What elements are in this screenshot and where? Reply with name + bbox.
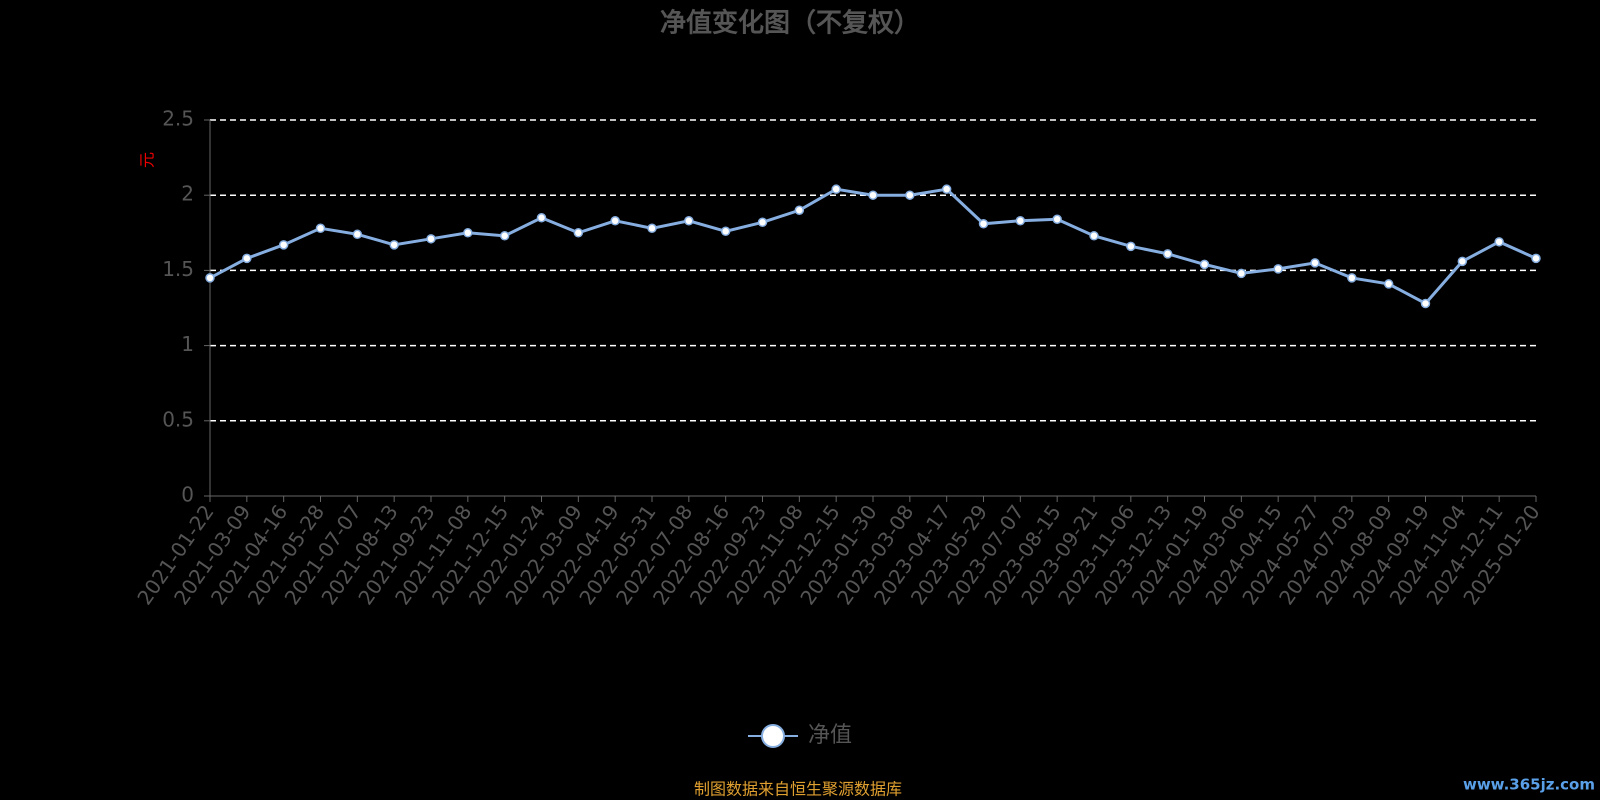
data-point xyxy=(463,228,473,238)
data-point xyxy=(352,229,363,240)
y-tick-label: 1.5 xyxy=(162,257,194,281)
y-tick-label: 2 xyxy=(181,182,194,206)
y-tick-label: 2.5 xyxy=(162,107,194,131)
data-point xyxy=(1236,268,1247,279)
data-point xyxy=(1199,259,1210,270)
data-point xyxy=(978,219,989,229)
chart-title: 净值变化图（不复权） xyxy=(660,8,920,39)
data-point xyxy=(1052,214,1062,225)
y-tick-label: 0.5 xyxy=(162,407,194,431)
data-point xyxy=(794,205,805,215)
data-point xyxy=(868,190,878,200)
data-point xyxy=(426,234,436,244)
y-tick-label: 0 xyxy=(181,483,194,507)
data-point xyxy=(1347,273,1357,283)
data-point xyxy=(905,190,915,200)
data-point xyxy=(205,273,215,283)
data-point xyxy=(1162,249,1173,259)
data-point xyxy=(1126,241,1136,252)
data-point xyxy=(389,240,399,250)
y-tick-label: 1 xyxy=(181,332,194,356)
legend-marker xyxy=(761,724,785,748)
data-point xyxy=(1015,216,1026,226)
data-point xyxy=(1531,253,1541,264)
data-point xyxy=(1310,258,1320,268)
legend-label: 净值 xyxy=(808,723,852,748)
data-point xyxy=(536,213,547,223)
data-point xyxy=(1273,264,1283,274)
data-point xyxy=(757,217,768,228)
data-point xyxy=(315,223,326,234)
data-point xyxy=(1420,298,1431,309)
data-point xyxy=(1457,256,1468,267)
data-point xyxy=(831,184,841,194)
data-point xyxy=(941,184,952,194)
y-axis-label: 元 xyxy=(138,152,157,168)
watermark: www.365jz.com xyxy=(1463,776,1595,794)
data-point xyxy=(647,223,657,234)
data-point xyxy=(1494,237,1504,247)
data-point xyxy=(610,216,620,226)
data-point xyxy=(720,226,731,237)
data-point xyxy=(684,216,694,226)
data-point xyxy=(278,240,289,250)
data-point xyxy=(1089,231,1099,241)
data-point xyxy=(242,253,252,264)
source-note: 制图数据来自恒生聚源数据库 xyxy=(694,780,902,799)
data-point xyxy=(499,231,510,241)
data-point xyxy=(573,228,584,238)
data-point xyxy=(1383,279,1394,289)
